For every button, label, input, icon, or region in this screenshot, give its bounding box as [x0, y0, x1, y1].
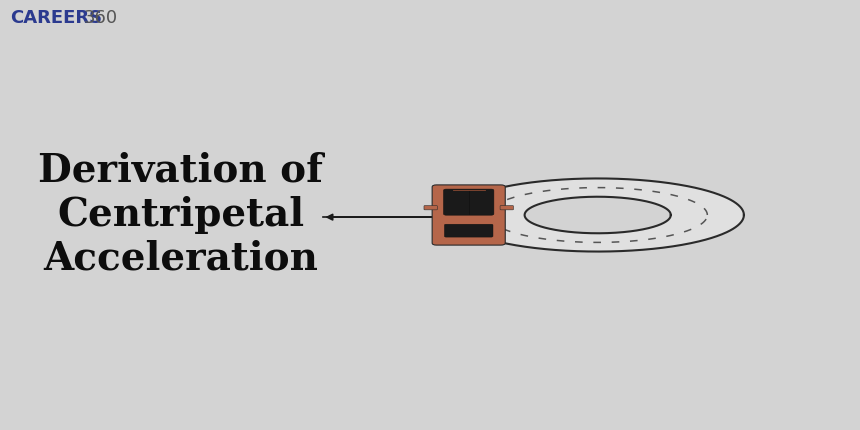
Text: CAREERS: CAREERS — [10, 9, 102, 28]
Ellipse shape — [452, 178, 744, 252]
FancyBboxPatch shape — [444, 189, 494, 215]
Ellipse shape — [525, 197, 671, 233]
Text: Derivation of
Centripetal
Acceleration: Derivation of Centripetal Acceleration — [38, 152, 323, 278]
FancyBboxPatch shape — [501, 206, 513, 210]
FancyBboxPatch shape — [433, 185, 506, 245]
FancyBboxPatch shape — [445, 224, 493, 237]
FancyBboxPatch shape — [424, 206, 438, 210]
Text: 360: 360 — [83, 9, 118, 28]
